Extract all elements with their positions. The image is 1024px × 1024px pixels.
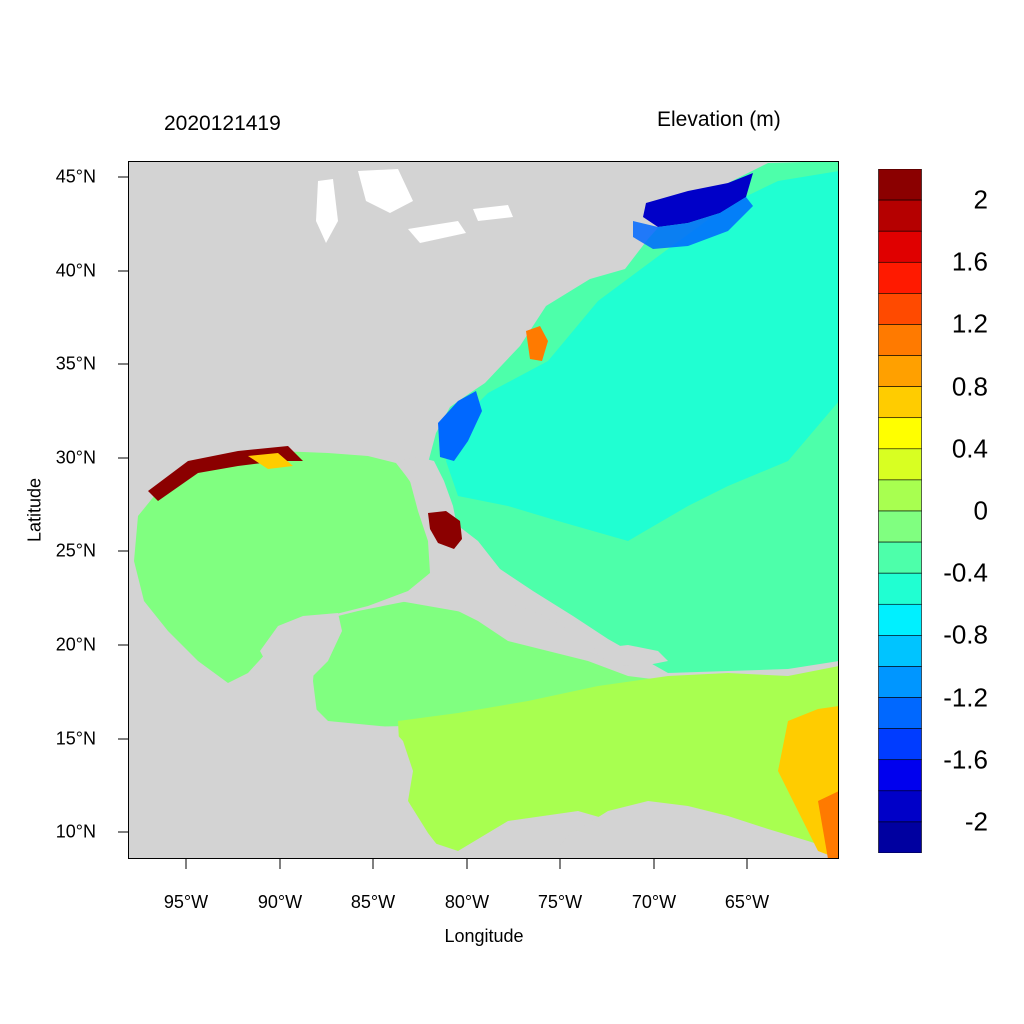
y-tick-label: 35°N [55, 353, 96, 374]
colorbar [878, 169, 922, 853]
y-tick-label: 10°N [55, 821, 96, 842]
x-tick-label: 90°W [257, 892, 303, 912]
colorbar-swatch [878, 510, 922, 543]
caribbean-south [398, 666, 839, 859]
colorbar-swatch [878, 790, 922, 823]
colorbar-swatch [878, 386, 922, 419]
colorbar-swatch [878, 728, 922, 761]
southeast-coast-surge [438, 391, 482, 461]
hispaniola-land [593, 645, 668, 667]
colorbar-swatch [878, 355, 922, 387]
y-tick-label: 40°N [55, 260, 96, 281]
y-tick-label: 20°N [55, 634, 96, 655]
timestamp-label: 2020121419 [164, 112, 281, 135]
x-tick-label: 80°W [444, 892, 490, 912]
y-tick-label: 25°N [55, 540, 96, 561]
colorbar-label: -1.2 [943, 682, 988, 713]
colorbar-swatch [878, 324, 922, 356]
colorbar-swatch [878, 261, 922, 294]
lake-ontario [473, 205, 513, 221]
lake-michigan [316, 179, 338, 243]
venezuela-surge [818, 791, 839, 859]
y-tick-label: 15°N [55, 728, 96, 749]
gulf-of-mexico [134, 451, 430, 683]
colorbar-swatch [878, 230, 922, 263]
gulf-of-maine-halo [633, 197, 753, 249]
florida-surge [428, 511, 462, 549]
lake-erie [408, 221, 466, 243]
colorbar-label: -1.6 [943, 744, 988, 775]
cuba-land [388, 589, 568, 633]
colorbar-swatch [878, 293, 922, 325]
yucatan-land [260, 613, 342, 681]
elevation-map [128, 161, 839, 859]
x-axis-title: Longitude [444, 926, 524, 946]
lake-huron [358, 169, 413, 213]
louisiana-surge [248, 453, 293, 469]
colorbar-swatch [878, 169, 922, 201]
south-america-land [548, 801, 839, 859]
x-tick-label: 85°W [350, 892, 396, 912]
colorbar-swatch [878, 199, 922, 232]
colorbar-swatch [878, 697, 922, 729]
x-tick-label: 65°W [724, 892, 770, 912]
colorbar-swatch [878, 603, 922, 636]
map-border [128, 161, 839, 859]
y-tick-label: 30°N [55, 447, 96, 468]
colorbar-label: 1.2 [951, 308, 988, 339]
colorbar-label: 0 [973, 495, 988, 526]
gulf-of-maine-surge [643, 173, 753, 227]
colorbar-swatch [878, 666, 922, 698]
colorbar-swatch [878, 417, 922, 450]
colorbar-swatch [878, 635, 922, 667]
colorbar-label: -0.4 [943, 557, 988, 588]
colorbar-label: 0.8 [951, 371, 988, 402]
atlantic-cyan-band [446, 171, 839, 541]
colorbar-title: Elevation (m) [657, 108, 781, 131]
y-tick-label: 45°N [55, 166, 96, 187]
colorbar-swatch [878, 572, 922, 605]
colorbar-swatch [878, 448, 922, 481]
carolina-surge [526, 326, 548, 361]
x-tick-label: 75°W [537, 892, 583, 912]
x-tick-label: 95°W [163, 892, 209, 912]
colorbar-swatch [878, 541, 922, 574]
colorbar-label: 2 [973, 184, 988, 215]
colorbar-swatch [878, 479, 922, 512]
colorbar-swatch [878, 821, 922, 853]
colorbar-label: -0.8 [943, 619, 988, 650]
x-tick-label: 70°W [631, 892, 677, 912]
colorbar-label: -2 [964, 806, 988, 837]
colorbar-swatch [878, 759, 922, 792]
colorbar-label: 0.4 [951, 433, 988, 464]
central-america-land [128, 691, 448, 859]
colorbar-label: 1.6 [951, 246, 988, 277]
